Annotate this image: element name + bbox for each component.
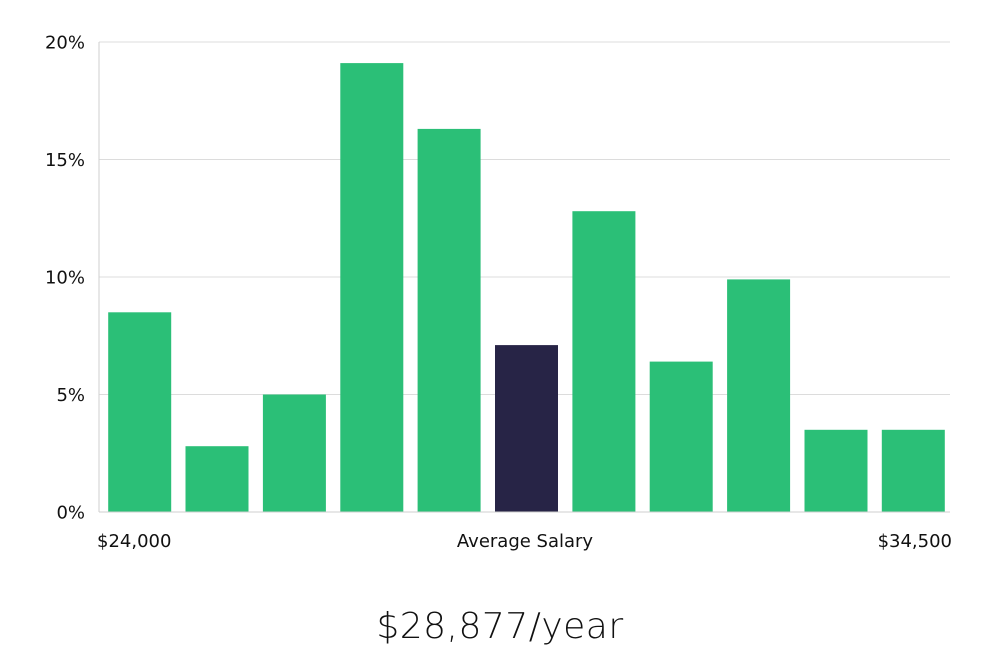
y-tick-label: 20%	[45, 33, 85, 54]
axes	[98, 42, 950, 513]
bar	[185, 446, 249, 512]
average-salary-value: $28,877/year	[376, 606, 624, 647]
bar	[262, 394, 326, 512]
bar	[804, 429, 868, 513]
bar	[108, 312, 172, 513]
bar	[340, 63, 404, 512]
gridlines	[99, 41, 950, 395]
y-tick-label: 5%	[56, 385, 85, 406]
bars	[108, 63, 945, 513]
bar-average	[495, 345, 558, 512]
bar	[572, 211, 636, 512]
y-tick-label: 15%	[45, 150, 85, 171]
y-tick-label: 0%	[56, 503, 85, 524]
x-axis-labels: $24,000 Average Salary $34,500	[97, 531, 952, 552]
y-tick-labels: 0% 5% 10% 15% 20%	[45, 33, 85, 524]
bar	[881, 429, 945, 513]
bar	[727, 279, 791, 512]
y-tick-label: 10%	[45, 268, 85, 289]
x-axis-title: Average Salary	[457, 531, 594, 552]
bar	[649, 361, 713, 512]
bar	[417, 128, 481, 512]
x-min-label: $24,000	[97, 531, 171, 552]
x-max-label: $34,500	[878, 531, 952, 552]
salary-histogram: 0% 5% 10% 15% 20% $24,000 Average Salary $34…	[45, 33, 952, 553]
